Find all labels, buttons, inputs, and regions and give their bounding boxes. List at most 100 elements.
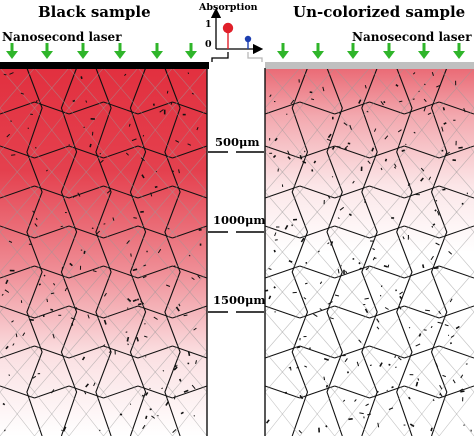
cell-diagonal (103, 107, 139, 153)
cell-diagonal (404, 231, 440, 273)
particle (420, 177, 424, 182)
cell-diagonal (137, 67, 173, 109)
particle (108, 351, 111, 353)
particle (161, 387, 163, 390)
particle (423, 329, 427, 331)
particle (369, 364, 372, 366)
particle (418, 333, 422, 337)
grain-boundary (34, 345, 70, 359)
particle (463, 108, 466, 113)
laser-arrow-head (114, 51, 126, 59)
grain-boundary (334, 305, 370, 319)
particle (303, 150, 306, 153)
particle (77, 192, 81, 197)
particle (112, 217, 115, 221)
particle (15, 333, 18, 338)
particle (425, 309, 430, 312)
particle (300, 237, 305, 243)
black-connector (211, 52, 229, 62)
particle (35, 217, 38, 221)
grain-boundary (34, 185, 70, 199)
cell-diagonal (299, 191, 335, 233)
particle (178, 303, 181, 307)
particle (380, 101, 384, 106)
grain-boundary (0, 385, 35, 399)
cell-diagonal (404, 107, 440, 153)
particle (170, 102, 173, 105)
particle (152, 103, 155, 106)
particle (10, 120, 12, 122)
particle (284, 391, 288, 394)
particle (166, 90, 169, 94)
cell-diagonal (334, 67, 370, 109)
particle (12, 343, 15, 346)
right-laser-arrows (277, 43, 465, 59)
particle (46, 169, 48, 172)
cell-diagonal (264, 191, 301, 233)
absorption-axis-label: Absorption (198, 2, 258, 13)
particle (268, 268, 272, 270)
particle (142, 424, 146, 430)
particle (4, 429, 6, 432)
uncolorized-sample-panel (264, 62, 474, 436)
grain-boundary (439, 345, 474, 359)
particle (365, 403, 369, 407)
grain-boundary (264, 101, 300, 115)
particle (38, 283, 41, 286)
particle (303, 297, 307, 300)
particle (331, 176, 334, 178)
uncolorized-sample-top-layer (265, 62, 474, 69)
particle (313, 160, 317, 164)
cell-diagonal (369, 151, 405, 193)
particle (68, 144, 70, 146)
particle (103, 319, 107, 325)
particle (287, 150, 291, 156)
particle (1, 293, 4, 296)
cell-diagonal (0, 391, 35, 436)
particle (287, 156, 291, 160)
particle (34, 223, 38, 227)
grain-boundary (334, 185, 370, 199)
particle (373, 128, 377, 132)
grain-boundary (172, 385, 208, 399)
particle (6, 133, 11, 138)
particle (460, 374, 464, 379)
cell-diagonal (369, 391, 405, 436)
particle (327, 195, 331, 199)
cell-diagonal (299, 107, 335, 153)
grain-boundary (404, 185, 440, 199)
cell-diagonal (68, 151, 104, 193)
cell-diagonal (137, 391, 173, 436)
particle (149, 387, 151, 390)
particle (162, 370, 165, 372)
particle (431, 71, 434, 76)
particle (442, 374, 446, 378)
grain-boundary (137, 265, 173, 279)
particle (379, 362, 383, 367)
particle (269, 94, 272, 98)
particle (395, 366, 397, 368)
cell-diagonal (334, 391, 370, 436)
depth-label-1000: 1000μm (213, 213, 266, 227)
particle (106, 190, 111, 194)
particle (442, 107, 446, 111)
cell-diagonal (369, 107, 405, 153)
particle (80, 76, 83, 80)
cell-diagonal (369, 311, 405, 353)
cell-diagonal (264, 67, 301, 109)
particle (43, 274, 46, 277)
uncolorized-sample-title: Un-colorized sample (293, 3, 465, 21)
particle (339, 206, 345, 211)
particle (143, 264, 147, 267)
particle (358, 339, 362, 343)
particle (35, 99, 38, 103)
absorption-inset: Absorption 1 0 (198, 2, 264, 62)
particle (409, 423, 415, 428)
grain-boundary (369, 265, 405, 279)
cell-diagonal (0, 191, 35, 233)
grain-boundary (0, 345, 35, 359)
cell-diagonal (299, 67, 335, 109)
particle (386, 389, 388, 392)
laser-arrow-head (6, 51, 18, 59)
particle (438, 310, 442, 315)
